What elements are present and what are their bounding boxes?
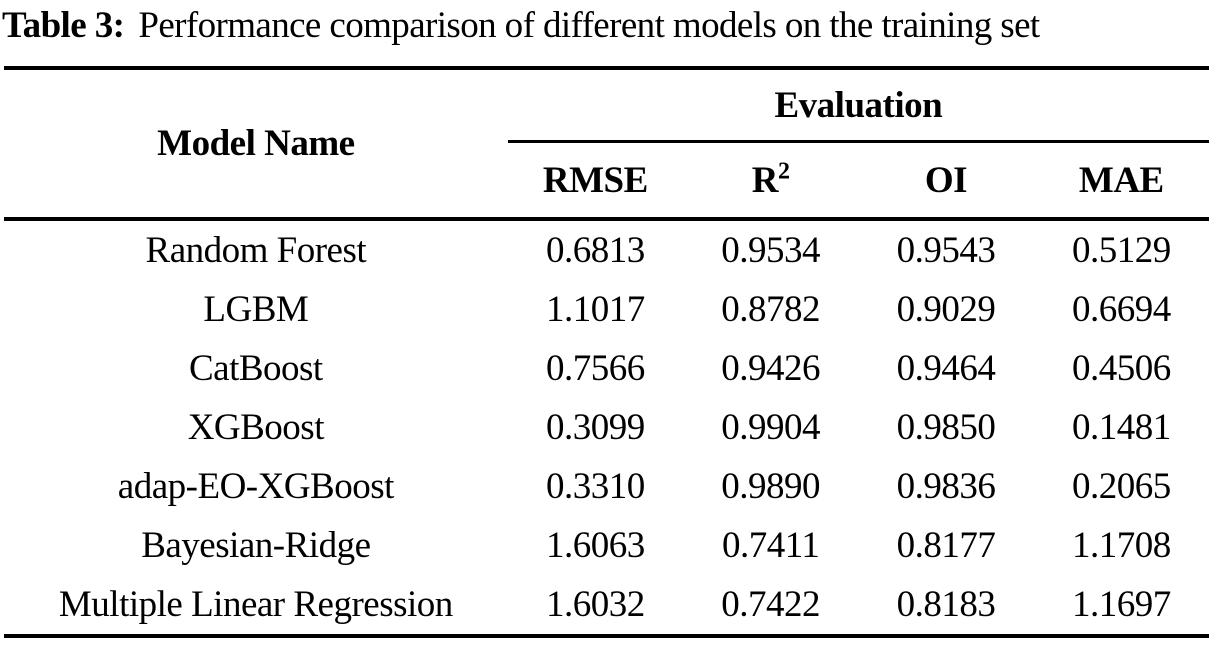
r2-cell: 0.9904 — [721, 407, 821, 449]
oi-cell: 0.9836 — [896, 466, 996, 508]
r2-cell: 0.9426 — [721, 348, 821, 390]
table-row: XGBoost 0.3099 0.9904 0.9850 0.1481 — [4, 398, 1209, 457]
performance-table: Model Name Evaluation RMSE R2 OI MAE Ran… — [4, 66, 1209, 639]
table-row: Multiple Linear Regression 1.6032 0.7422… — [4, 575, 1209, 636]
table-caption-text: Performance comparison of different mode… — [138, 5, 1040, 46]
column-header-model-name: Model Name — [4, 68, 508, 222]
model-name-cell: LGBM — [203, 289, 309, 331]
table-caption: Table 3: Performance comparison of differ… — [0, 0, 1213, 50]
group-header-row: Model Name Evaluation — [4, 68, 1209, 222]
column-header-mae: MAE — [1033, 141, 1209, 222]
r2-superscript: 2 — [778, 158, 790, 185]
rmse-cell: 0.3099 — [545, 407, 645, 449]
oi-cell: 0.8177 — [896, 525, 996, 567]
rmse-cell: 1.1017 — [545, 289, 645, 331]
oi-cell: 0.8183 — [896, 584, 996, 626]
mae-cell: 0.1481 — [1071, 407, 1171, 449]
rmse-cell: 0.7566 — [545, 348, 645, 390]
table-row: LGBM 1.1017 0.8782 0.9029 0.6694 — [4, 280, 1209, 339]
r2-base: R — [751, 159, 779, 201]
r2-cell: 0.9890 — [721, 466, 821, 508]
oi-cell: 0.9464 — [896, 348, 996, 390]
rmse-cell: 1.6032 — [545, 584, 645, 626]
oi-cell: 0.9029 — [896, 289, 996, 331]
mae-cell: 1.1697 — [1071, 584, 1171, 626]
model-name-cell: XGBoost — [187, 407, 325, 449]
metric-header-row: RMSE R2 OI MAE — [4, 141, 1209, 222]
r2-cell: 0.7422 — [721, 584, 821, 626]
model-name-cell: Bayesian-Ridge — [141, 525, 371, 567]
table-row: adap-EO-XGBoost 0.3310 0.9890 0.9836 0.2… — [4, 457, 1209, 516]
table-body: Random Forest 0.6813 0.9534 0.9543 0.512… — [4, 219, 1209, 636]
column-header-rmse: RMSE — [507, 141, 684, 222]
model-name-cell: Multiple Linear Regression — [58, 584, 453, 626]
model-name-cell: adap-EO-XGBoost — [117, 466, 395, 508]
rmse-cell: 0.3310 — [545, 466, 645, 508]
oi-cell: 0.9850 — [896, 407, 996, 449]
table-header: Model Name Evaluation RMSE R2 OI MAE — [4, 68, 1209, 222]
model-name-cell: Random Forest — [145, 230, 367, 272]
oi-cell: 0.9543 — [896, 230, 996, 272]
column-header-r2: R2 — [683, 141, 859, 222]
column-header-oi: OI — [858, 141, 1034, 222]
mae-cell: 0.5129 — [1071, 230, 1171, 272]
mae-cell: 0.2065 — [1071, 466, 1171, 508]
table-row: Bayesian-Ridge 1.6063 0.7411 0.8177 1.17… — [4, 516, 1209, 575]
rmse-cell: 0.6813 — [545, 230, 645, 272]
model-name-cell: CatBoost — [188, 348, 323, 390]
mae-cell: 0.4506 — [1071, 348, 1171, 390]
r2-cell: 0.8782 — [721, 289, 821, 331]
rmse-cell: 1.6063 — [545, 525, 645, 567]
r2-cell: 0.9534 — [721, 230, 821, 272]
table-row: CatBoost 0.7566 0.9426 0.9464 0.4506 — [4, 339, 1209, 398]
mae-cell: 1.1708 — [1071, 525, 1171, 567]
mae-cell: 0.6694 — [1071, 289, 1171, 331]
table-caption-label: Table 3: — [2, 5, 125, 46]
r2-cell: 0.7411 — [721, 525, 820, 567]
column-group-header-evaluation: Evaluation — [507, 68, 1209, 144]
table-row: Random Forest 0.6813 0.9534 0.9543 0.512… — [4, 219, 1209, 280]
